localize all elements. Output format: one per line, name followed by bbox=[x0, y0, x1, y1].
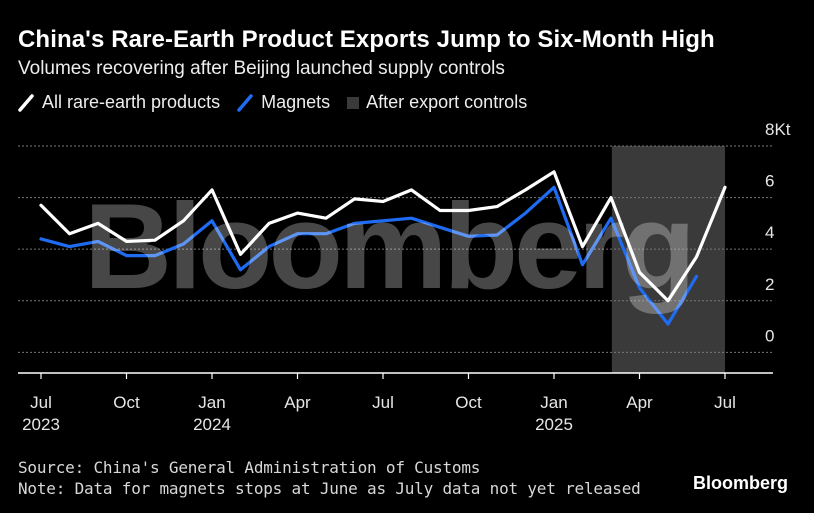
data-point bbox=[724, 186, 726, 189]
data-point bbox=[695, 275, 698, 278]
x-tick-label: Jul bbox=[372, 393, 394, 412]
data-point bbox=[410, 217, 413, 220]
data-point bbox=[296, 212, 299, 214]
x-tick-label: Apr bbox=[284, 393, 311, 412]
data-point bbox=[496, 205, 498, 208]
data-point bbox=[496, 234, 498, 236]
data-point bbox=[638, 271, 641, 274]
bloomberg-logo: Bloomberg bbox=[692, 473, 788, 493]
x-tick-year-label: 2025 bbox=[535, 415, 573, 434]
x-tick-label: Jan bbox=[540, 393, 567, 412]
y-tick-label: 0 bbox=[765, 326, 774, 345]
source-note: Source: China's General Administration o… bbox=[18, 458, 481, 477]
data-point bbox=[581, 263, 584, 266]
data-point bbox=[382, 220, 384, 222]
data-point bbox=[638, 287, 641, 289]
data-point bbox=[410, 189, 413, 191]
data-note: Note: Data for magnets stops at June as … bbox=[18, 479, 641, 498]
data-point bbox=[467, 235, 470, 238]
series-line-magnets bbox=[39, 185, 699, 326]
after-controls-shaded-region bbox=[611, 146, 725, 373]
data-point bbox=[97, 222, 99, 225]
data-point bbox=[467, 209, 470, 212]
legend-label-all-products: All rare-earth products bbox=[42, 92, 221, 112]
y-tick-label: 6 bbox=[765, 172, 774, 191]
data-point bbox=[154, 254, 156, 257]
data-point bbox=[439, 226, 441, 229]
data-point bbox=[239, 253, 242, 256]
data-point bbox=[524, 212, 527, 214]
data-point bbox=[524, 189, 527, 191]
x-tick-year-label: 2023 bbox=[22, 415, 60, 434]
data-point bbox=[553, 170, 555, 173]
data-point bbox=[268, 222, 270, 225]
data-point bbox=[553, 186, 555, 189]
data-point bbox=[239, 269, 242, 271]
data-point bbox=[610, 196, 612, 199]
data-point bbox=[182, 243, 185, 245]
data-point bbox=[325, 217, 327, 220]
x-tick-label: Jul bbox=[30, 393, 52, 412]
data-point bbox=[68, 232, 71, 235]
data-point bbox=[439, 209, 441, 212]
legend-swatch-gray-box bbox=[347, 96, 360, 109]
x-tick-label: Oct bbox=[455, 393, 482, 412]
data-point bbox=[382, 200, 384, 203]
x-tick-label: Jan bbox=[198, 393, 225, 412]
x-tick-year-label: 2024 bbox=[193, 415, 231, 434]
legend-item-all-products: All rare-earth products bbox=[18, 92, 220, 113]
data-point bbox=[667, 323, 669, 325]
data-point bbox=[667, 299, 669, 302]
data-point bbox=[325, 232, 327, 235]
chart-title: China's Rare-Earth Product Exports Jump … bbox=[18, 26, 715, 53]
y-tick-label: 4 bbox=[765, 223, 774, 242]
legend-swatch-blue-line bbox=[237, 93, 253, 112]
data-point bbox=[182, 220, 185, 222]
data-point bbox=[695, 256, 698, 258]
data-point bbox=[97, 240, 99, 243]
data-point bbox=[154, 239, 156, 241]
x-tick-label: Jul bbox=[714, 393, 736, 412]
data-point bbox=[610, 217, 612, 220]
data-point bbox=[68, 245, 71, 248]
data-point bbox=[353, 198, 356, 200]
data-point bbox=[211, 220, 213, 222]
legend-label-after-controls: After export controls bbox=[366, 92, 528, 112]
legend-label-magnets: Magnets bbox=[261, 92, 331, 112]
data-point bbox=[581, 245, 584, 248]
y-tick-label: 2 bbox=[765, 275, 774, 294]
data-point bbox=[211, 189, 213, 191]
data-point bbox=[268, 245, 270, 248]
x-tick-label: Oct bbox=[113, 393, 140, 412]
chart-subtitle: Volumes recovering after Beijing launche… bbox=[18, 58, 505, 79]
chart-legend: All rare-earth products Magnets After ex… bbox=[18, 92, 544, 113]
data-point bbox=[125, 240, 128, 243]
data-point bbox=[125, 254, 128, 257]
data-point bbox=[40, 204, 42, 207]
legend-item-after-controls: After export controls bbox=[347, 92, 527, 113]
data-point bbox=[353, 222, 356, 225]
legend-swatch-white-line bbox=[18, 93, 34, 112]
data-point bbox=[40, 238, 42, 240]
data-point bbox=[296, 232, 299, 235]
legend-item-magnets: Magnets bbox=[237, 92, 330, 113]
x-tick-label: Apr bbox=[626, 393, 653, 412]
y-tick-label: 8Kt bbox=[765, 120, 791, 139]
